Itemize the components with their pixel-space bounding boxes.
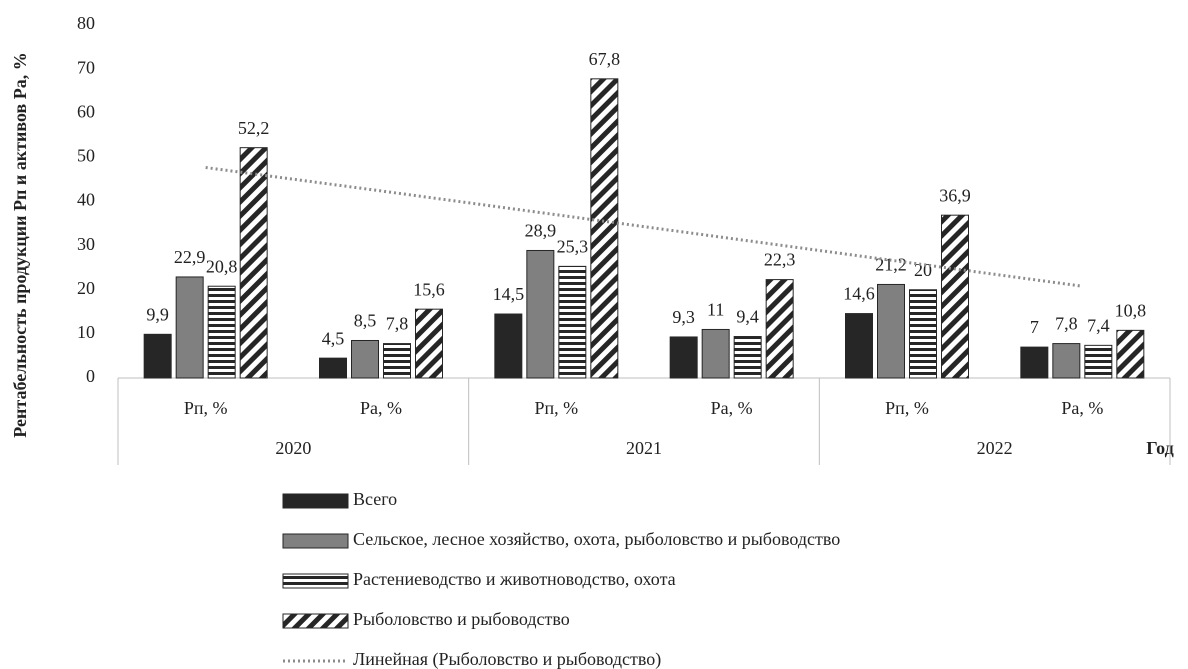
y-tick-label: 30 (77, 234, 95, 254)
value-label: 11 (707, 300, 724, 320)
x-tick-label: Рп, % (535, 398, 579, 418)
bar (1052, 343, 1081, 379)
legend-swatch (282, 533, 349, 549)
bar (765, 279, 794, 379)
bar (239, 147, 268, 379)
legend-label: Линейная (Рыболовство и рыбоводство) (353, 649, 661, 669)
bar (669, 336, 698, 379)
legend-label: Рыболовство и рыбоводство (353, 609, 570, 629)
bar (733, 336, 762, 379)
value-label: 4,5 (322, 328, 345, 348)
y-tick-label: 70 (77, 57, 95, 77)
legend-swatch (282, 573, 349, 589)
y-axis-label: Рентабельность продукции Рп и активов Ра… (10, 52, 30, 437)
bar (207, 285, 236, 379)
x-tick-label: Рп, % (184, 398, 228, 418)
value-label: 21,2 (875, 255, 907, 275)
bar (941, 214, 969, 379)
bar (1084, 344, 1113, 379)
legend-label: Всего (353, 489, 397, 509)
bar (319, 357, 347, 379)
value-label: 20,8 (206, 256, 238, 276)
value-label: 7,4 (1087, 315, 1110, 335)
x-tick-label: Ра, % (711, 398, 753, 418)
value-label: 52,2 (238, 118, 270, 138)
y-tick-label: 80 (77, 13, 95, 33)
bar (558, 265, 587, 379)
value-label: 28,9 (525, 221, 557, 241)
y-tick-label: 40 (77, 190, 95, 210)
value-label: 9,3 (672, 307, 695, 327)
y-tick-label: 60 (77, 101, 95, 121)
bar (175, 276, 204, 379)
y-tick-label: 50 (77, 146, 95, 166)
value-label: 9,9 (146, 304, 169, 324)
bar (1020, 346, 1049, 379)
value-label: 10,8 (1115, 300, 1147, 320)
x-tick-label: Ра, % (1061, 398, 1103, 418)
value-label: 22,9 (174, 247, 206, 267)
value-label: 25,3 (557, 236, 589, 256)
value-label: 7 (1030, 317, 1039, 337)
x-tick-label: Ра, % (360, 398, 402, 418)
bar (909, 289, 937, 379)
y-tick-label: 10 (77, 322, 95, 342)
value-label: 9,4 (736, 307, 759, 327)
bar (351, 339, 379, 379)
bar (845, 313, 873, 379)
bar (526, 249, 555, 379)
bar (383, 343, 411, 379)
legend-label: Сельское, лесное хозяйство, охота, рыбол… (353, 529, 840, 549)
bar (494, 313, 523, 379)
value-label: 8,5 (354, 311, 377, 331)
legend-swatch (282, 493, 349, 509)
legend-label: Растениеводство и животноводство, охота (353, 569, 676, 589)
bar (143, 333, 172, 379)
value-label: 67,8 (589, 49, 621, 69)
bar (701, 328, 730, 379)
value-label: 14,6 (843, 284, 875, 304)
legend-swatch (282, 613, 349, 629)
bar (590, 78, 619, 379)
value-label: 15,6 (413, 279, 445, 299)
value-label: 7,8 (386, 314, 409, 334)
group-label: 2020 (275, 438, 311, 458)
bar (415, 308, 443, 379)
value-label: 7,8 (1055, 314, 1078, 334)
bar (1116, 329, 1145, 379)
value-label: 20 (914, 260, 932, 280)
value-label: 36,9 (939, 185, 971, 205)
y-tick-label: 20 (77, 278, 95, 298)
value-label: 14,5 (493, 284, 525, 304)
x-tick-label: Рп, % (885, 398, 929, 418)
x-axis-label: Год (1146, 438, 1173, 458)
group-label: 2022 (977, 438, 1013, 458)
y-tick-label: 0 (86, 366, 95, 386)
group-label: 2021 (626, 438, 662, 458)
bar (877, 283, 905, 379)
value-label: 22,3 (764, 250, 796, 270)
